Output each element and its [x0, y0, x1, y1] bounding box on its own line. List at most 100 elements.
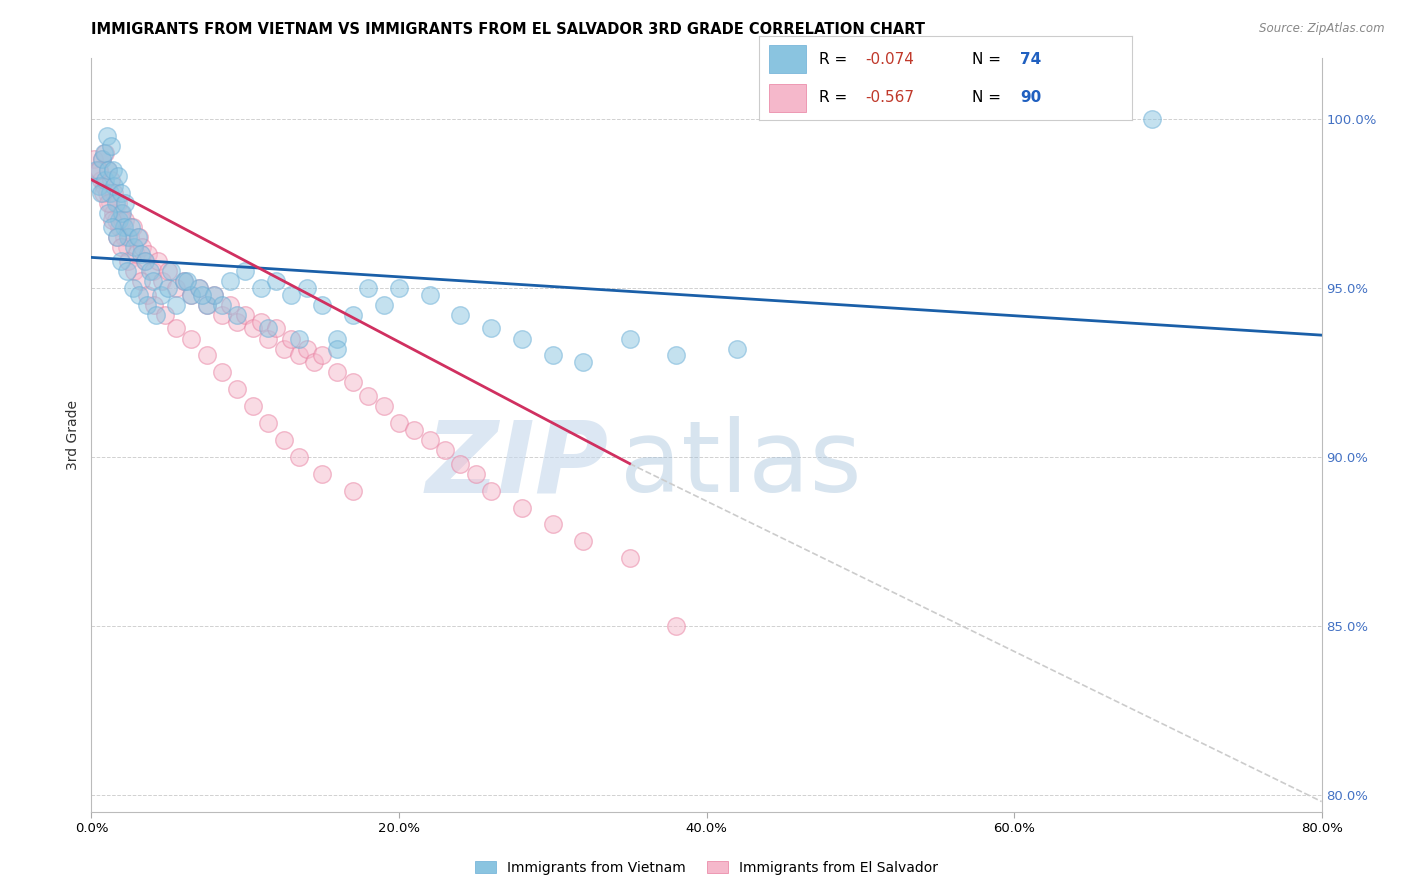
Point [107, 169, 129, 184]
Text: Source: ZipAtlas.com: Source: ZipAtlas.com [1260, 22, 1385, 36]
Point [87, 179, 110, 194]
Point [157, 281, 180, 295]
Point [91, 153, 114, 167]
Point [280, 332, 302, 346]
Point [218, 274, 240, 288]
Point [91, 186, 114, 201]
Text: -0.074: -0.074 [866, 52, 914, 67]
Point [572, 355, 595, 369]
Point [242, 321, 264, 335]
Point [173, 274, 195, 288]
Text: atlas: atlas [620, 417, 862, 514]
Point [122, 219, 145, 234]
Legend: Immigrants from Vietnam, Immigrants from El Salvador: Immigrants from Vietnam, Immigrants from… [470, 855, 943, 880]
Point [135, 287, 157, 301]
Point [288, 348, 311, 362]
Point [142, 264, 165, 278]
Point [434, 443, 457, 458]
Point [129, 274, 152, 288]
Point [114, 196, 136, 211]
Point [249, 281, 271, 295]
Point [127, 230, 149, 244]
Point [96, 206, 118, 220]
Point [233, 308, 256, 322]
Text: ZIP: ZIP [425, 417, 607, 514]
Text: N =: N = [972, 52, 1005, 67]
Point [112, 230, 135, 244]
Point [96, 196, 118, 211]
Point [112, 219, 135, 234]
Point [111, 213, 134, 227]
Point [304, 355, 326, 369]
Point [139, 264, 162, 278]
Point [510, 500, 533, 515]
Point [150, 274, 173, 288]
Point [295, 281, 318, 295]
Point [153, 308, 177, 322]
Point [264, 321, 287, 335]
Point [180, 287, 202, 301]
Point [180, 332, 202, 346]
Text: R =: R = [818, 90, 852, 105]
Point [108, 213, 131, 227]
Point [105, 230, 128, 244]
Point [107, 196, 129, 211]
Text: R =: R = [818, 52, 852, 67]
Point [195, 298, 218, 312]
Point [110, 253, 132, 268]
Point [211, 298, 233, 312]
Point [479, 321, 502, 335]
Point [311, 467, 333, 481]
Text: -0.567: -0.567 [866, 90, 914, 105]
Point [93, 145, 115, 160]
Point [110, 240, 132, 254]
Point [105, 230, 128, 244]
Point [97, 162, 120, 177]
Point [188, 281, 211, 295]
Point [373, 298, 395, 312]
Point [90, 186, 112, 201]
Point [273, 342, 295, 356]
Point [100, 172, 122, 186]
Point [311, 348, 333, 362]
Point [90, 172, 112, 186]
Point [357, 281, 380, 295]
Point [135, 298, 157, 312]
Point [541, 517, 564, 532]
Point [165, 321, 187, 335]
Point [226, 308, 249, 322]
Point [108, 219, 131, 234]
Point [449, 457, 471, 471]
Point [665, 619, 688, 633]
Point [388, 416, 411, 430]
FancyBboxPatch shape [769, 84, 806, 112]
Point [129, 247, 152, 261]
Point [125, 247, 148, 261]
FancyBboxPatch shape [769, 45, 806, 73]
Point [479, 483, 502, 498]
Point [572, 534, 595, 549]
Point [115, 264, 138, 278]
Point [191, 287, 214, 301]
Point [419, 433, 441, 447]
Point [131, 240, 153, 254]
Point [101, 219, 124, 234]
Point [110, 206, 132, 220]
Point [142, 274, 165, 288]
Point [288, 332, 311, 346]
Point [91, 153, 114, 167]
Point [233, 264, 256, 278]
Point [114, 213, 136, 227]
Point [1142, 112, 1164, 126]
Point [101, 162, 124, 177]
Point [120, 219, 142, 234]
Point [280, 287, 302, 301]
Point [195, 298, 218, 312]
Point [342, 483, 364, 498]
Point [149, 287, 172, 301]
Point [101, 206, 124, 220]
Text: N =: N = [972, 90, 1005, 105]
Point [96, 186, 118, 201]
Point [93, 179, 115, 194]
Point [101, 213, 124, 227]
